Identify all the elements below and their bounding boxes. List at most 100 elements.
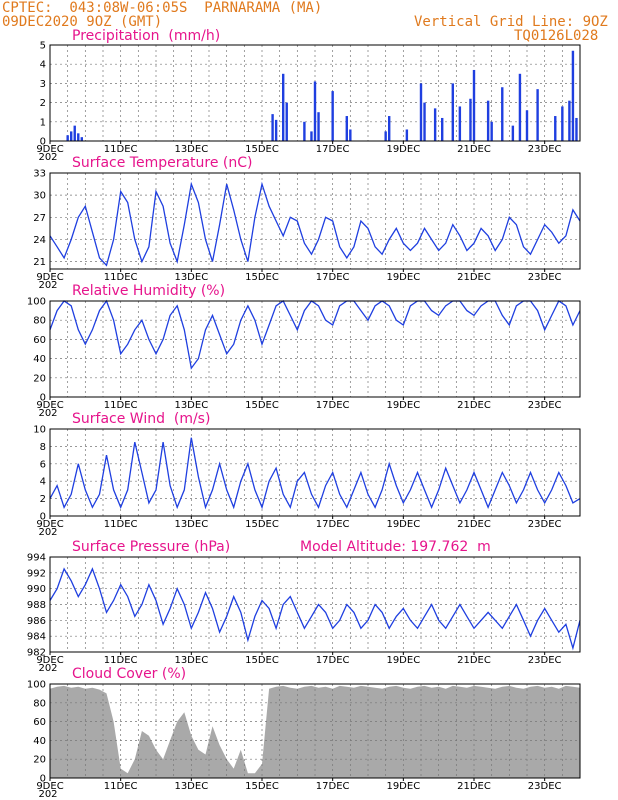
pres-xtick-label: 23DEC [528,655,562,666]
cloud-xtick-label: 19DEC [386,781,420,792]
pres-line [49,567,581,651]
precip-bar [472,69,476,141]
wind-ytick-label: 2 [40,494,46,505]
precip-bar [331,91,334,141]
precip-bar [285,102,288,141]
cloud-year-stub: 202 [38,789,57,800]
precip-xtick-label: 13DEC [174,144,208,155]
precip-bar [575,117,578,141]
precip-bar [423,102,426,141]
pres-ytick-label: 994 [27,553,46,564]
rh-title: Relative Humidity (%) [72,283,226,299]
precip-bar [70,131,73,141]
precip-bar [77,133,80,141]
cloud-xtick-label: 23DEC [528,781,562,792]
wind-year-stub: 202 [38,527,57,538]
rh-xtick-label: 11DEC [104,400,138,411]
cloud-xtick-label: 15DEC [245,781,279,792]
cloud-ytick-label: 100 [27,680,46,691]
precip-bar [571,50,575,142]
precip-xtick-label: 21DEC [457,144,491,155]
wind-xtick-label: 15DEC [245,519,279,530]
pres-xtick-label: 9DEC [36,655,63,666]
wind-ytick-label: 4 [40,477,46,488]
rh-xtick-label: 9DEC [36,400,63,411]
rh-xtick-label: 23DEC [528,400,562,411]
temp-ytick-label: 24 [33,235,46,246]
pres-xtick-label: 13DEC [174,655,208,666]
temp-border [49,172,581,270]
rh-ytick-label: 20 [33,373,46,384]
wind-line [49,437,581,510]
temp-ytick-label: 30 [33,191,46,202]
precip-ytick-label: 5 [40,41,46,52]
rh-year-stub: 202 [38,408,57,419]
temp-xtick-label: 19DEC [386,272,420,283]
rh-xtick-label: 21DEC [457,400,491,411]
cloud-area [50,685,580,778]
cloud-ytick-label: 20 [33,755,46,766]
precip-bar [282,73,285,141]
cloud-xtick-label: 21DEC [457,781,491,792]
precip-bar [441,117,444,141]
precip-bar [384,131,387,141]
precip-bar [419,83,423,141]
precip-bar [345,116,348,141]
temp-xtick-label: 15DEC [245,272,279,283]
rh-ytick-label: 40 [33,354,46,365]
cloud-xtick-label: 17DEC [316,781,350,792]
temp-xtick-label: 23DEC [528,272,562,283]
pres-ytick-label: 988 [27,600,46,611]
rh-ytick-label: 100 [27,297,46,308]
pres-title: Surface Pressure (hPa) [72,539,231,555]
wind-ytick-label: 10 [33,425,46,436]
precip-bar [73,125,76,141]
rh-xtick-label: 17DEC [316,400,350,411]
pres-ytick-label: 982 [27,648,46,659]
precip-bar [518,73,522,141]
wind-title: Surface Wind (m/s) [72,411,211,427]
temp-xtick-label: 17DEC [316,272,350,283]
rh-border [49,300,581,398]
precip-bar [490,121,493,141]
header-datetime: 09DEC2020 9OZ (GMT) [2,14,163,30]
temp-title: Surface Temperature (nC) [72,155,253,171]
header-code: TQ0126L028 [514,28,599,44]
header-station: CPTEC: 043:08W-06:05S PARNARAMA (MA) [2,0,323,16]
precip-bar [501,87,504,141]
pres-ytick-label: 990 [27,584,46,595]
precip-bar [568,100,571,141]
precip-xtick-label: 15DEC [245,144,279,155]
pres-xtick-label: 17DEC [316,655,350,666]
wind-xtick-label: 21DEC [457,519,491,530]
cloud-ytick-label: 0 [40,774,46,785]
precip-ytick-label: 2 [40,98,46,109]
wind-border [49,428,581,517]
temp-line [49,181,581,267]
wind-xtick-label: 9DEC [36,519,63,530]
pres-ytick-label: 984 [27,632,46,643]
temp-ytick-label: 21 [33,257,46,268]
precip-xtick-label: 11DEC [104,144,138,155]
temp-xtick-label: 13DEC [174,272,208,283]
precip-bar [405,129,409,141]
cloud-xtick-label: 9DEC [36,781,63,792]
precip-bar [274,119,278,141]
temp-ytick-label: 27 [33,213,46,224]
precip-bar [469,98,472,141]
precip-ytick-label: 0 [40,137,46,148]
rh-ytick-label: 0 [40,393,46,404]
wind-xtick-label: 13DEC [174,519,208,530]
cloud-ytick-label: 80 [33,698,46,709]
precip-bar [271,114,274,141]
precip-xtick-label: 17DEC [316,144,350,155]
precip-bar [388,116,391,141]
cloud-border [49,683,581,779]
precip-xtick-label: 23DEC [528,144,562,155]
temp-xtick-label: 21DEC [457,272,491,283]
wind-ytick-label: 0 [40,512,46,523]
precip-ytick-label: 1 [40,117,46,128]
rh-xtick-label: 13DEC [174,400,208,411]
rh-xtick-label: 15DEC [245,400,279,411]
